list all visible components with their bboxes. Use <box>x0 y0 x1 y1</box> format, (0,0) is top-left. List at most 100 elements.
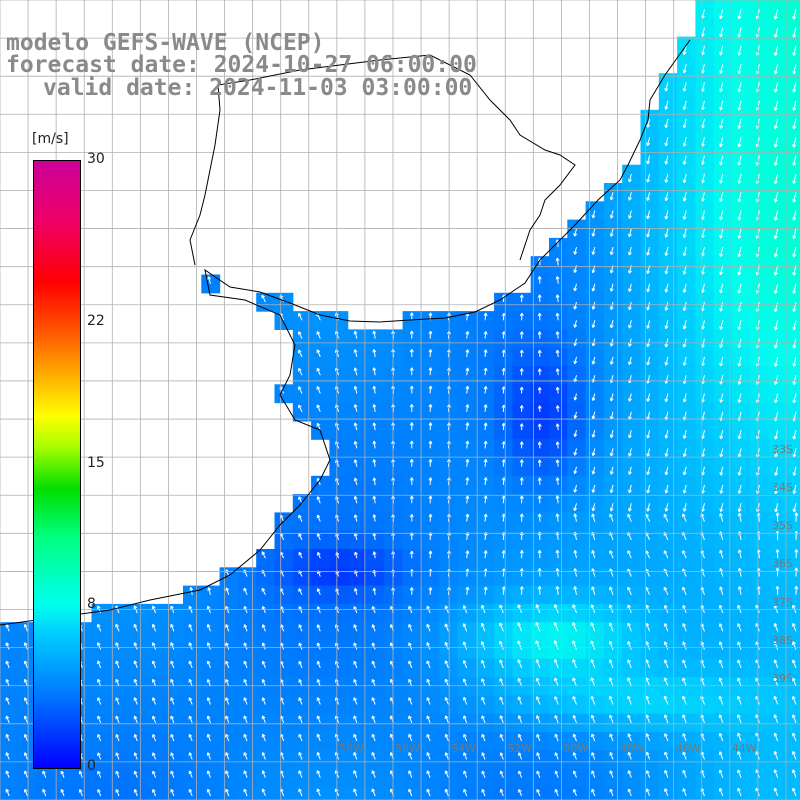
wind-cell <box>0 732 19 751</box>
wind-cell <box>732 567 751 587</box>
wind-arrow <box>484 568 487 577</box>
wind-cell <box>0 677 19 696</box>
wind-arrow-head <box>664 307 667 311</box>
wind-arrow <box>354 441 358 449</box>
wind-arrow-head <box>426 623 431 627</box>
coastline <box>0 39 691 626</box>
wind-cell <box>128 603 147 623</box>
wind-cell <box>567 677 587 696</box>
wind-arrow <box>463 734 468 742</box>
wind-cell <box>402 311 422 330</box>
wind-arrow-head <box>225 642 229 646</box>
wind-arrow <box>646 733 651 742</box>
wind-arrow-head <box>97 752 101 756</box>
wind-cell <box>549 622 568 642</box>
wind-arrow <box>663 587 669 596</box>
wind-arrow <box>701 9 705 19</box>
wind-arrow-head <box>411 385 414 390</box>
wind-arrow <box>738 155 742 166</box>
wind-arrow <box>572 696 577 705</box>
wind-arrow-head <box>353 624 358 628</box>
wind-cell <box>439 768 459 788</box>
wind-arrow <box>572 622 577 632</box>
wind-arrow <box>793 320 797 331</box>
wind-cell <box>457 750 477 770</box>
wind-arrow <box>481 623 486 632</box>
wind-arrow-head <box>467 331 470 335</box>
wind-arrow <box>592 448 596 456</box>
wind-arrow-head <box>591 415 594 420</box>
wind-cell <box>91 603 111 623</box>
wind-arrow <box>701 192 705 202</box>
wind-arrow <box>647 411 651 420</box>
wind-arrow <box>738 320 742 330</box>
wind-arrow <box>484 550 487 559</box>
wind-arrow-head <box>555 788 559 792</box>
wind-arrow <box>665 173 669 183</box>
wind-cell <box>530 329 550 349</box>
wind-arrow-head <box>6 752 10 755</box>
wind-cell <box>91 768 111 788</box>
wind-arrow <box>665 210 669 220</box>
wind-arrow-head <box>445 733 449 737</box>
wind-cell <box>402 567 422 587</box>
wind-cell <box>36 768 56 788</box>
wind-arrow <box>701 82 705 92</box>
wind-arrow-head <box>261 294 265 298</box>
wind-arrow-head <box>591 360 594 365</box>
wind-arrow-head <box>354 551 358 555</box>
wind-arrow-head <box>499 622 503 626</box>
wind-arrow <box>793 192 797 203</box>
wind-cell <box>658 512 678 532</box>
wind-arrow <box>701 484 705 494</box>
wind-arrow-head <box>719 180 721 184</box>
wind-arrow <box>647 466 651 475</box>
wind-cell <box>457 347 477 367</box>
wind-cell <box>786 384 800 404</box>
wind-cell <box>292 384 312 404</box>
wind-arrow-head <box>757 549 761 553</box>
wind-arrow <box>317 642 321 650</box>
wind-cell <box>292 494 312 513</box>
wind-arrow-head <box>591 752 595 755</box>
colorbar-tick-label: 8 <box>87 596 96 613</box>
wind-arrow-head <box>682 453 685 457</box>
wind-arrow-head <box>627 513 631 517</box>
wind-arrow <box>556 331 559 339</box>
wind-cell <box>530 274 550 294</box>
wind-arrow-head <box>170 605 174 609</box>
wind-cell <box>512 549 532 568</box>
wind-cell <box>219 603 239 623</box>
wind-arrow-head <box>485 477 488 481</box>
wind-arrow-head <box>591 452 594 456</box>
wind-arrow <box>757 586 760 595</box>
wind-arrow-head <box>467 495 470 499</box>
wind-arrow-head <box>485 331 488 335</box>
wind-arrow <box>719 696 724 705</box>
wind-arrow-head <box>755 363 758 367</box>
wind-cell <box>530 292 550 312</box>
wind-arrow <box>738 246 742 257</box>
wind-arrow <box>628 320 632 329</box>
wind-arrow <box>610 448 614 457</box>
wind-arrow <box>664 714 669 723</box>
wind-arrow-head <box>539 513 542 517</box>
wind-arrow <box>298 404 303 413</box>
wind-arrow-head <box>463 623 467 627</box>
wind-arrow-head <box>485 422 488 427</box>
wind-arrow <box>372 624 376 632</box>
wind-arrow-head <box>792 769 796 773</box>
wind-arrow-head <box>317 606 321 609</box>
colorbar-tick-label: 22 <box>87 312 105 329</box>
wind-arrow <box>280 533 285 541</box>
wind-cell <box>713 750 733 770</box>
wind-arrow-head <box>500 770 504 774</box>
wind-arrow-head <box>792 381 795 385</box>
wind-cell <box>256 750 276 770</box>
wind-arrow <box>536 604 541 614</box>
wind-arrow <box>793 338 797 349</box>
wind-arrow <box>499 659 504 669</box>
wind-arrow-head <box>776 549 780 553</box>
wind-arrow-head <box>262 642 266 646</box>
wind-arrow-head <box>572 604 576 608</box>
